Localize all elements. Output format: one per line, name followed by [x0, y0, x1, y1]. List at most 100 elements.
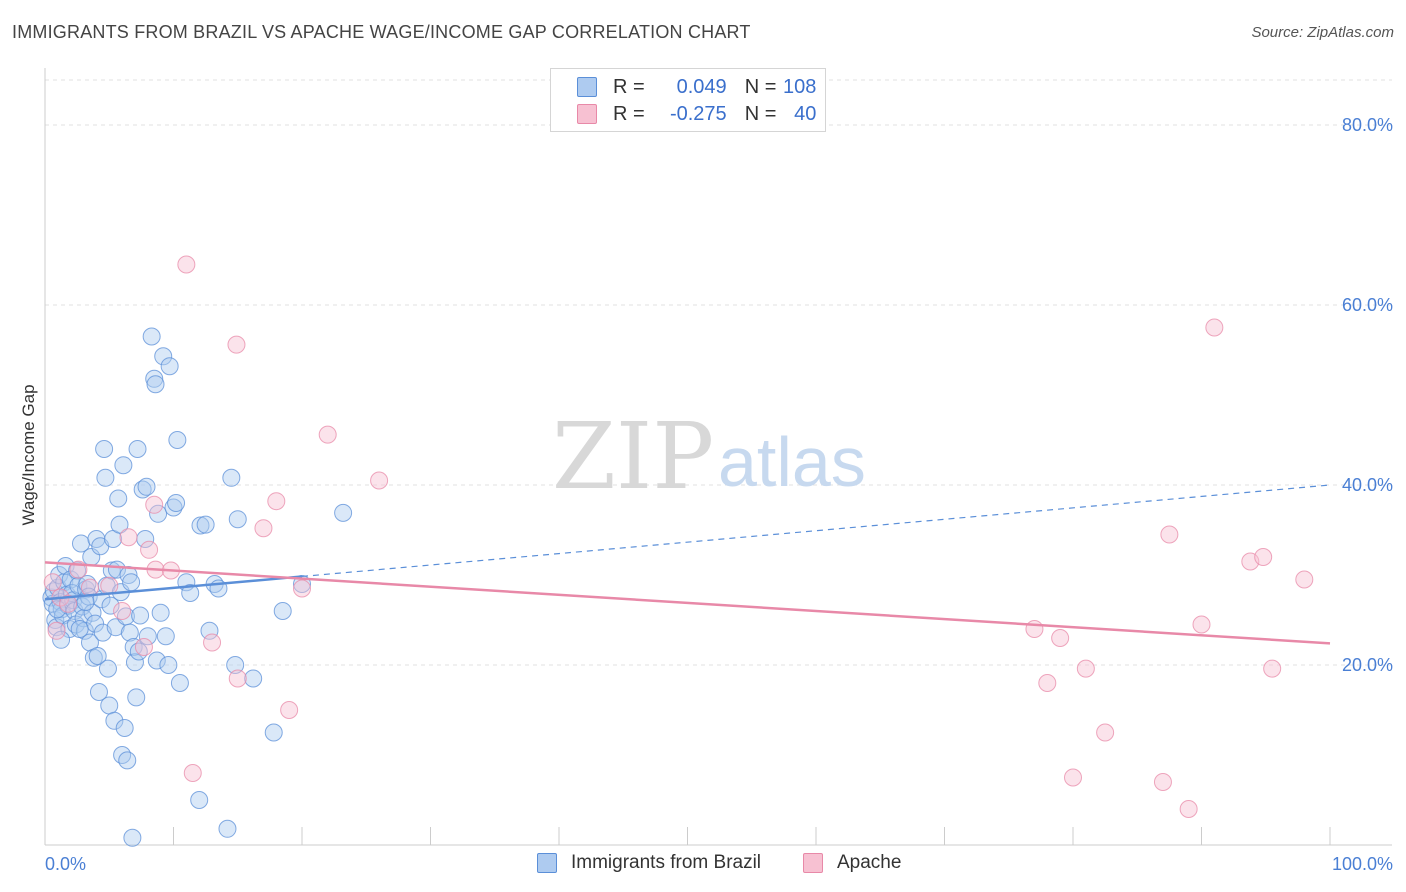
data-point	[170, 674, 189, 692]
data-point	[80, 633, 99, 652]
data-point	[191, 516, 210, 535]
data-point	[122, 573, 141, 592]
data-point	[1051, 629, 1070, 647]
data-point	[113, 746, 132, 764]
data-point	[128, 440, 147, 458]
legend-r-label: R =	[613, 102, 645, 125]
data-point	[52, 630, 71, 649]
data-point	[83, 603, 102, 622]
data-point	[76, 593, 95, 611]
axes	[44, 68, 1392, 846]
data-point	[98, 659, 117, 678]
chart-source: Source: ZipAtlas.com	[1251, 24, 1394, 41]
bottom-legend: Immigrants from Brazil Apache	[0, 852, 1406, 878]
bottom-legend-swatch-apache	[803, 853, 823, 873]
data-point	[89, 683, 108, 701]
data-point	[138, 627, 157, 646]
data-point	[181, 584, 200, 602]
trend-lines	[44, 484, 1331, 645]
data-point	[142, 327, 161, 346]
bottom-legend-swatch-brazil	[537, 853, 557, 873]
data-point	[96, 468, 115, 487]
data-point	[134, 638, 153, 656]
data-point	[293, 579, 311, 598]
data-point	[119, 528, 138, 547]
data-point	[145, 495, 164, 514]
data-point	[105, 711, 124, 730]
data-point	[196, 515, 215, 534]
trend-line-solid	[44, 575, 303, 601]
data-point	[120, 623, 139, 642]
data-point	[145, 369, 164, 388]
data-point	[1295, 570, 1314, 589]
data-point	[177, 255, 196, 274]
data-point	[203, 633, 222, 652]
x-tick-label-max: 100.0%	[1332, 854, 1393, 874]
data-point	[110, 515, 129, 534]
data-point	[244, 669, 263, 688]
data-point	[59, 594, 78, 613]
data-point	[88, 647, 107, 665]
bottom-legend-label-brazil: Immigrants from Brazil	[571, 852, 762, 873]
data-point	[226, 656, 245, 674]
data-point	[267, 492, 286, 511]
data-point	[101, 596, 120, 615]
trend-line-solid	[44, 561, 1331, 645]
data-point	[114, 456, 133, 475]
data-point	[149, 504, 168, 523]
data-point	[280, 701, 299, 719]
data-point	[190, 791, 209, 809]
y-tick-label: 40.0%	[1342, 475, 1393, 495]
data-point	[95, 440, 114, 458]
data-point	[1254, 548, 1273, 566]
legend-row-brazil: R = 0.049 N = 108	[577, 74, 816, 100]
data-point	[1076, 659, 1095, 678]
data-point	[151, 603, 170, 622]
bottom-legend-brazil: Immigrants from Brazil	[537, 852, 761, 874]
bottom-legend-apache: Apache	[803, 852, 901, 874]
watermark-zip: ZIP	[552, 403, 714, 510]
data-point	[131, 606, 150, 625]
legend-n-value: 108	[783, 75, 817, 98]
data-point	[43, 573, 62, 592]
legend-r-value: -0.275	[669, 102, 727, 125]
chart-title: IMMIGRANTS FROM BRAZIL VS APACHE WAGE/IN…	[12, 22, 751, 42]
data-point	[218, 819, 237, 838]
data-point	[273, 602, 292, 620]
data-point	[125, 653, 144, 672]
data-point	[100, 696, 119, 715]
legend-n-label: N =	[744, 75, 777, 98]
data-point	[1179, 800, 1198, 818]
data-point	[137, 477, 156, 496]
data-point	[222, 468, 241, 487]
legend-r-label: R =	[613, 75, 645, 98]
y-tick-label: 60.0%	[1342, 295, 1393, 315]
watermark-atlas: atlas	[718, 423, 866, 501]
data-point	[168, 431, 187, 449]
data-point	[48, 600, 67, 619]
data-point	[154, 347, 173, 366]
data-point	[127, 688, 146, 707]
data-point	[1153, 773, 1172, 791]
data-point	[1263, 659, 1282, 678]
data-point	[1025, 620, 1044, 638]
legend-r-value: 0.049	[676, 75, 727, 98]
data-point	[1038, 674, 1057, 692]
data-point	[68, 561, 87, 580]
legend-swatch-brazil	[577, 77, 597, 97]
data-point	[227, 335, 246, 354]
data-point	[118, 751, 137, 770]
watermark: ZIP atlas	[552, 403, 866, 510]
data-point	[159, 656, 178, 674]
data-point	[1064, 768, 1082, 787]
axis-labels: 20.0% 40.0% 60.0% 80.0% 0.0% 100.0% Wage/Incom…	[19, 115, 1393, 874]
y-axis-title: Wage/Income Gap	[19, 384, 38, 525]
bottom-legend-label-apache: Apache	[837, 852, 902, 873]
data-point	[1160, 525, 1179, 544]
data-point	[115, 719, 134, 737]
data-point	[109, 489, 128, 508]
legend-n-value: 40	[794, 102, 817, 125]
legend-swatch-apache	[577, 104, 597, 124]
legend-row-apache: R = -0.275 N = 40	[577, 101, 816, 127]
